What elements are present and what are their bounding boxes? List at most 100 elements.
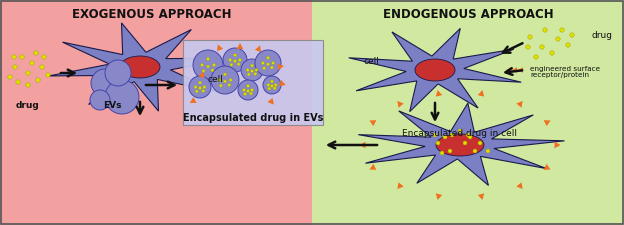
Circle shape <box>247 73 250 76</box>
Circle shape <box>202 89 205 92</box>
Circle shape <box>473 149 477 153</box>
Circle shape <box>12 55 16 59</box>
Circle shape <box>105 80 139 114</box>
Circle shape <box>246 90 250 92</box>
Text: drug: drug <box>592 31 613 40</box>
Polygon shape <box>478 194 484 200</box>
Circle shape <box>526 45 530 49</box>
Circle shape <box>463 141 467 145</box>
Circle shape <box>40 65 44 69</box>
Polygon shape <box>349 28 521 112</box>
Text: EVs: EVs <box>103 101 121 110</box>
Circle shape <box>20 55 24 59</box>
Ellipse shape <box>436 134 484 156</box>
Text: engineered surface
receptor/protein: engineered surface receptor/protein <box>530 65 600 79</box>
Circle shape <box>223 48 247 72</box>
Circle shape <box>270 84 273 87</box>
Circle shape <box>263 67 266 70</box>
Polygon shape <box>236 43 243 49</box>
Circle shape <box>534 55 538 59</box>
Circle shape <box>202 70 205 72</box>
Circle shape <box>550 51 554 55</box>
Polygon shape <box>369 164 376 170</box>
Circle shape <box>261 61 265 65</box>
Polygon shape <box>217 44 223 51</box>
Circle shape <box>450 133 454 137</box>
Circle shape <box>267 83 270 86</box>
Circle shape <box>241 59 263 81</box>
Circle shape <box>7 75 12 79</box>
Circle shape <box>270 66 273 69</box>
Circle shape <box>193 50 223 80</box>
Circle shape <box>243 88 245 92</box>
Circle shape <box>528 35 532 39</box>
Polygon shape <box>518 67 523 73</box>
Circle shape <box>228 83 231 86</box>
Circle shape <box>91 69 119 97</box>
Text: EXOGENOUS APPROACH: EXOGENOUS APPROACH <box>72 8 232 21</box>
Circle shape <box>229 79 232 81</box>
Polygon shape <box>397 101 404 108</box>
Circle shape <box>255 68 258 72</box>
Circle shape <box>46 73 50 77</box>
Circle shape <box>13 65 17 69</box>
Circle shape <box>238 80 258 100</box>
Circle shape <box>254 72 257 75</box>
Polygon shape <box>397 182 404 189</box>
Circle shape <box>36 78 40 82</box>
Polygon shape <box>369 120 376 126</box>
Polygon shape <box>255 45 261 52</box>
Polygon shape <box>506 67 511 73</box>
Circle shape <box>198 81 202 84</box>
Polygon shape <box>190 97 197 103</box>
Circle shape <box>230 63 233 66</box>
Circle shape <box>203 86 206 88</box>
Circle shape <box>194 86 197 88</box>
Polygon shape <box>358 103 565 185</box>
Polygon shape <box>49 23 231 111</box>
Circle shape <box>219 84 222 87</box>
Circle shape <box>466 133 470 137</box>
Circle shape <box>556 37 560 41</box>
Circle shape <box>250 70 253 73</box>
Circle shape <box>26 71 30 75</box>
Circle shape <box>250 92 253 95</box>
Bar <box>312 0 624 225</box>
Ellipse shape <box>415 59 455 81</box>
Circle shape <box>273 87 276 90</box>
Circle shape <box>543 28 547 32</box>
Circle shape <box>570 33 574 37</box>
Ellipse shape <box>120 56 160 78</box>
Circle shape <box>250 64 253 67</box>
Circle shape <box>443 135 447 139</box>
Text: Encapsulated drug in EVs: Encapsulated drug in EVs <box>183 113 323 123</box>
Circle shape <box>448 149 452 153</box>
Circle shape <box>255 50 281 76</box>
Circle shape <box>195 90 198 93</box>
Circle shape <box>433 133 437 137</box>
Text: Encapsulated drug in cell: Encapsulated drug in cell <box>402 129 517 138</box>
Circle shape <box>207 58 210 61</box>
Circle shape <box>218 79 221 81</box>
Polygon shape <box>544 120 550 126</box>
Circle shape <box>211 66 239 94</box>
Circle shape <box>233 60 236 63</box>
Circle shape <box>440 151 444 155</box>
Polygon shape <box>436 90 442 97</box>
Circle shape <box>42 55 46 59</box>
Polygon shape <box>436 194 442 200</box>
Circle shape <box>90 90 110 110</box>
Text: cell: cell <box>208 74 224 83</box>
Circle shape <box>16 80 20 84</box>
FancyBboxPatch shape <box>183 40 323 125</box>
Circle shape <box>105 60 131 86</box>
Circle shape <box>250 88 253 92</box>
Circle shape <box>263 76 281 94</box>
Circle shape <box>238 58 241 61</box>
Circle shape <box>468 135 472 139</box>
Circle shape <box>198 87 202 90</box>
Circle shape <box>233 54 236 57</box>
Circle shape <box>560 28 564 32</box>
Polygon shape <box>544 164 550 170</box>
Polygon shape <box>516 101 523 108</box>
